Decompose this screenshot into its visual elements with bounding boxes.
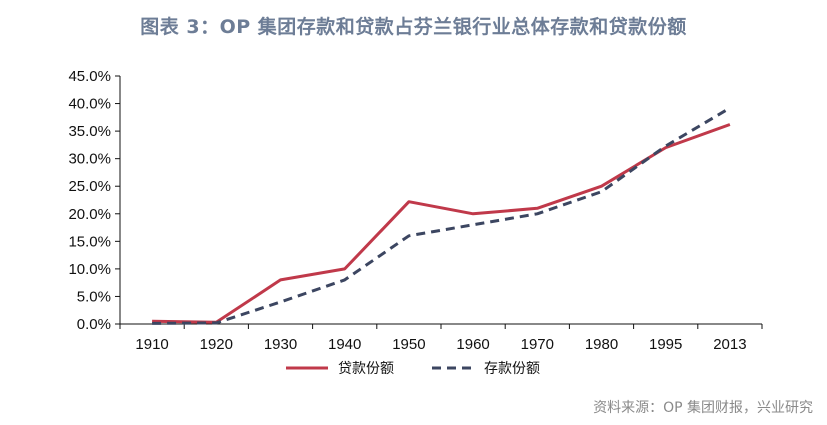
series-lines xyxy=(152,106,731,325)
legend-label: 存款份额 xyxy=(484,361,540,377)
chart-title: 图表 3：OP 集团存款和贷款占芬兰银行业总体存款和贷款份额 xyxy=(140,16,687,38)
legend: 贷款份额 存款份额 xyxy=(286,361,540,377)
series-line-deposit xyxy=(152,106,731,325)
y-tick-label: 25.0% xyxy=(68,178,111,195)
x-tick-label: 2013 xyxy=(713,336,746,353)
y-tick-label: 45.0% xyxy=(68,68,111,85)
x-tick-label: 1920 xyxy=(200,336,233,353)
y-tick-label: 40.0% xyxy=(68,96,111,113)
x-tick-label: 1995 xyxy=(649,336,682,353)
y-tick-label: 35.0% xyxy=(68,123,111,140)
y-tick-label: 15.0% xyxy=(68,233,111,250)
y-axis: 0.0% 5.0% 10.0% 15.0% 20.0% 25.0% 30.0% 35.0% 40… xyxy=(68,68,121,333)
source-note: 资料来源：OP 集团财报，兴业研究 xyxy=(593,400,813,416)
y-tick-label: 10.0% xyxy=(68,261,111,278)
legend-label: 贷款份额 xyxy=(338,361,394,377)
x-tick-label: 1950 xyxy=(392,336,425,353)
x-tick-label: 1970 xyxy=(521,336,554,353)
x-axis: 1910 1920 1930 1940 1950 1960 1970 1980 1995 2013 xyxy=(119,323,763,353)
x-tick-label: 1930 xyxy=(264,336,297,353)
y-tick-label: 30.0% xyxy=(68,151,111,168)
x-tick-label: 1910 xyxy=(135,336,168,353)
x-tick-label: 1960 xyxy=(456,336,489,353)
x-tick-label: 1980 xyxy=(585,336,618,353)
x-tick-label: 1940 xyxy=(328,336,361,353)
series-line-loan xyxy=(152,123,731,324)
y-tick-label: 20.0% xyxy=(68,206,111,223)
y-tick-label: 0.0% xyxy=(77,316,111,333)
y-tick-label: 5.0% xyxy=(77,288,111,305)
